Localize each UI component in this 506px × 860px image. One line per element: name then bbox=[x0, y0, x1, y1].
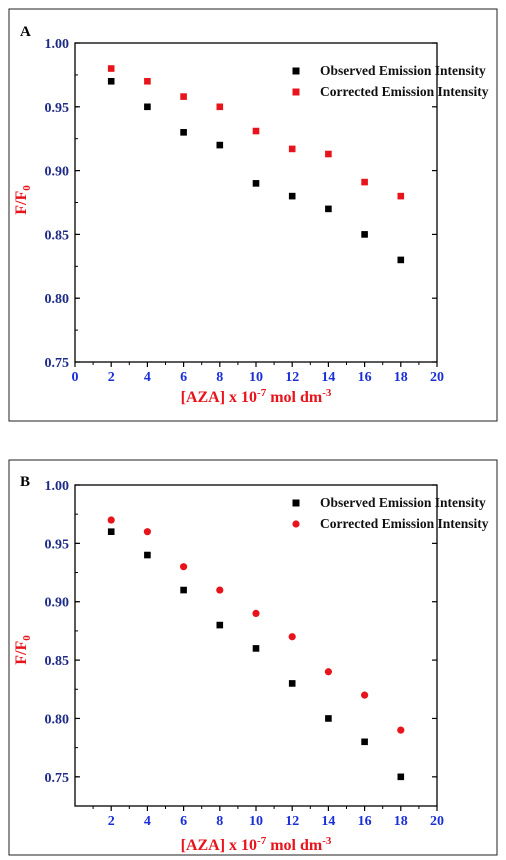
x-tick-label: 14 bbox=[321, 814, 335, 829]
x-tick-label: 0 bbox=[72, 370, 79, 385]
y-tick-label: 0.75 bbox=[45, 771, 70, 786]
y-tick-label: 0.90 bbox=[45, 165, 70, 180]
data-point bbox=[397, 726, 405, 734]
data-point bbox=[252, 645, 260, 652]
x-axis-label: [AZA] x 10-7 mol dm-3 bbox=[181, 835, 332, 854]
data-point bbox=[252, 127, 260, 135]
legend-marker bbox=[292, 499, 300, 507]
data-point bbox=[216, 141, 224, 149]
panel-frame bbox=[8, 8, 498, 422]
data-point bbox=[107, 516, 115, 524]
x-tick-label: 4 bbox=[144, 814, 151, 829]
data-point bbox=[325, 715, 332, 722]
x-tick-label: 4 bbox=[144, 370, 151, 385]
x-tick-label: 2 bbox=[108, 814, 115, 829]
data-point bbox=[361, 231, 368, 238]
x-tick-label: 6 bbox=[180, 814, 187, 829]
chart-panel-b: B 0.75 0.80 0.85 0.90 0.95 1.00 2 4 6 8 10 12 14 16 18 2… bbox=[8, 459, 498, 856]
y-tick-label: 1.00 bbox=[45, 37, 70, 52]
data-point bbox=[361, 178, 368, 186]
data-point bbox=[397, 192, 405, 200]
data-point bbox=[144, 77, 151, 85]
legend-label: Corrected Emission Intensity bbox=[320, 84, 489, 99]
data-point bbox=[252, 609, 260, 618]
data-point bbox=[324, 668, 332, 676]
x-tick-label: 12 bbox=[285, 370, 299, 385]
data-point bbox=[180, 129, 187, 136]
x-tick-label: 14 bbox=[321, 370, 335, 385]
data-point bbox=[361, 738, 368, 746]
chart-panel-a: A 0.75 0.80 0.85 0.90 0.95 1.00 0 2 4 6 8 10 12 14 16 18… bbox=[8, 8, 498, 422]
data-point bbox=[216, 586, 224, 594]
data-point bbox=[325, 205, 332, 213]
x-axis-label: [AZA] x 10-7 mol dm-3 bbox=[181, 387, 332, 406]
y-tick-label: 0.90 bbox=[45, 596, 70, 611]
data-point bbox=[288, 680, 296, 687]
y-tick-label: 0.80 bbox=[45, 292, 70, 307]
x-tick-label: 10 bbox=[249, 814, 263, 829]
data-point bbox=[361, 691, 369, 699]
x-tick-label: 16 bbox=[358, 370, 372, 385]
y-tick-label: 0.95 bbox=[45, 101, 70, 116]
legend-label: Corrected Emission Intensity bbox=[320, 516, 489, 531]
x-tick-label: 12 bbox=[285, 814, 299, 829]
data-point bbox=[180, 586, 187, 594]
data-point bbox=[397, 256, 405, 264]
legend-marker bbox=[292, 67, 300, 75]
data-point bbox=[143, 528, 151, 536]
x-tick-label: 8 bbox=[216, 814, 223, 829]
y-tick-label: 0.85 bbox=[45, 228, 70, 243]
legend-label: Observed Emission Intensity bbox=[320, 495, 486, 510]
x-tick-label: 16 bbox=[358, 814, 372, 829]
legend-marker bbox=[292, 520, 300, 528]
data-point bbox=[216, 103, 224, 111]
panel-frame bbox=[8, 459, 498, 856]
legend-label: Observed Emission Intensity bbox=[320, 63, 486, 78]
data-point bbox=[107, 528, 115, 535]
x-tick-label: 10 bbox=[249, 370, 263, 385]
y-tick-label: 0.95 bbox=[45, 537, 70, 552]
data-point bbox=[180, 93, 187, 100]
data-point bbox=[325, 150, 332, 158]
data-point bbox=[252, 180, 260, 187]
x-tick-label: 2 bbox=[108, 370, 115, 385]
y-axis-label: F/F0 bbox=[13, 185, 33, 215]
x-tick-label: 18 bbox=[394, 814, 408, 829]
y-axis-label: F/F0 bbox=[13, 635, 33, 665]
data-point bbox=[288, 145, 296, 153]
data-point bbox=[144, 103, 151, 111]
data-point bbox=[107, 77, 115, 85]
data-point bbox=[180, 563, 188, 571]
data-point bbox=[107, 65, 115, 72]
x-tick-label: 18 bbox=[394, 370, 408, 385]
x-tick-label: 20 bbox=[430, 814, 444, 829]
data-point bbox=[144, 551, 151, 559]
y-tick-label: 0.80 bbox=[45, 712, 70, 727]
panel-label: B bbox=[20, 474, 30, 490]
data-point bbox=[288, 633, 296, 641]
legend-marker bbox=[292, 88, 300, 96]
data-point bbox=[216, 621, 224, 629]
x-tick-label: 20 bbox=[430, 370, 444, 385]
y-tick-label: 0.85 bbox=[45, 654, 70, 669]
panel-label: A bbox=[20, 24, 31, 40]
y-tick-label: 0.75 bbox=[45, 356, 70, 371]
x-tick-label: 6 bbox=[180, 370, 187, 385]
data-point bbox=[288, 192, 296, 200]
data-point bbox=[397, 773, 405, 781]
x-tick-label: 8 bbox=[216, 370, 223, 385]
y-tick-label: 1.00 bbox=[45, 479, 70, 494]
